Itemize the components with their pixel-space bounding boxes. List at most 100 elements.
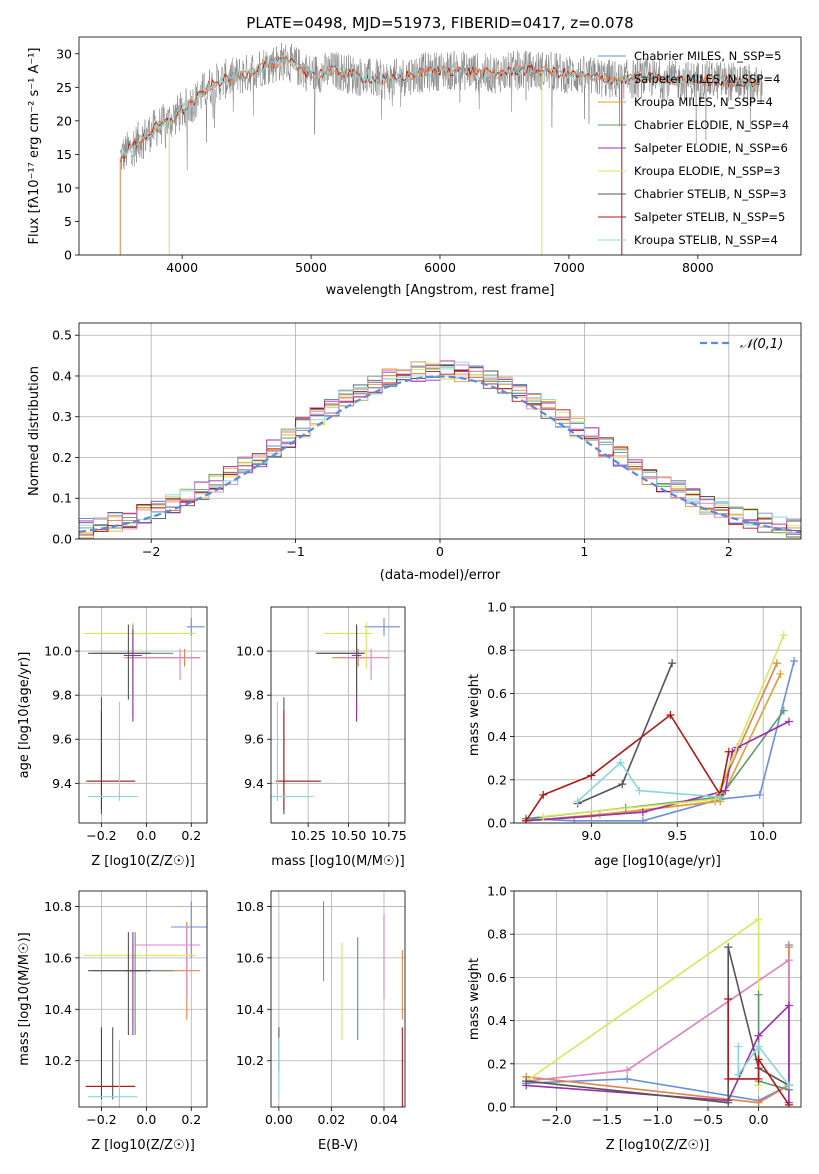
spectrum-legend-label-5: Kroupa ELODIE, N_SSP=3 [634,164,780,178]
residuals-ytick-label-3: 0.3 [52,409,72,424]
weight-vs-age-ytick-label-4: 0.8 [487,643,507,658]
mass-vs-z-frame [78,890,208,1108]
weight-vs-age-marker-8-0 [573,797,582,806]
spectrum-data-line [120,43,763,170]
age-vs-mass-xtick-label-0: 10.25 [290,828,326,843]
age-vs-z-panel: −0.2 0.0 0.2 9.4 9.6 9.8 10.0 Z [log10(Z/Z☉)] ag… [17,606,208,869]
age-vs-mass-marks [271,618,401,815]
weight-vs-age-marker-8-2 [635,786,644,795]
age-vs-z-ytick-label-3: 10.0 [44,644,72,659]
spectrum-traces [119,43,763,255]
weight-vs-z-ytick-label-5: 1.0 [487,884,507,899]
mass-vs-ebv-ytick-label-3: 10.8 [236,899,264,914]
mass-vs-z-ytick-label-1: 10.4 [44,1002,72,1017]
residuals-ytick-label-4: 0.4 [52,368,72,383]
residuals-ytick-label-5: 0.5 [52,328,72,343]
weight-vs-z-marker-7-1 [724,1074,733,1083]
mass-vs-ebv-panel: 0.00 0.02 0.04 10.2 10.4 10.6 10.8 E(B-V) [236,890,406,1153]
residuals-xtick-label-0: −2 [142,544,160,559]
weight-vs-age-panel: 9.0 9.5 10.0 0.0 0.2 0.4 0.6 0.8 1.0 age [log10(a… [467,600,802,869]
weight-vs-age-marker-2-1 [595,810,604,819]
weight-vs-z-marker-3-1 [754,915,763,924]
mass-vs-ebv-xtick-label-0: 0.00 [265,1112,293,1127]
weight-vs-age-marker-7-3 [666,711,675,719]
weight-vs-z-marker-2-2 [784,956,793,965]
spectrum-ytick-label-3: 15 [56,147,72,162]
mass-vs-ebv-frame [270,890,406,1108]
weight-vs-age-ytick-label-3: 0.6 [487,686,507,701]
spectrum-frame [78,36,802,256]
weight-vs-age-marker-2-3 [776,669,785,678]
weight-vs-age-series-7 [525,713,730,822]
weight-vs-z-ytick-label-0: 0.0 [487,1100,507,1115]
weight-vs-age-ytick-label-1: 0.2 [487,772,507,787]
weight-vs-z-xtick-label-0: −2.0 [541,1112,571,1127]
residuals-xtick-label-2: 0 [436,544,444,559]
residuals-xtick-label-3: 1 [580,544,588,559]
weight-vs-z-marker-0-1 [623,1074,632,1083]
weight-vs-age-marker-8-3 [716,793,725,802]
weight-vs-z-marker-7-0 [724,995,733,1003]
age-vs-z-frame [78,606,208,824]
mass-vs-z-ylabel: mass [log10(M/M☉)] [17,932,32,1065]
weight-vs-z-marker-7-3 [754,1055,763,1064]
weight-vs-age-marker-0-2 [638,816,647,823]
weight-vs-age-marks [522,631,799,823]
weight-vs-age-series-2 [525,673,782,822]
age-vs-z-ytick-label-2: 9.8 [52,688,72,703]
weight-vs-age-marker-0-5 [790,657,799,665]
weight-vs-z-marker-5-3 [784,1001,793,1010]
weight-vs-z-panel: −2.0 −1.5 −1.0 −0.5 0.0 0.0 0.2 0.4 0.6 0.8 1.0 Z [… [467,884,802,1153]
weight-vs-age-marker-4-5 [784,717,793,726]
age-vs-mass-ytick-label-2: 9.8 [244,688,264,703]
mass-vs-z-panel: −0.2 0.0 0.2 10.2 10.4 10.6 10.8 Z [log10(Z/Z☉)… [17,890,208,1153]
weight-vs-age-marker-4-2 [721,786,730,795]
weight-vs-age-series-4 [525,720,790,822]
weight-vs-z-marker-5-2 [754,1031,763,1040]
weight-vs-age-ylabel: mass weight [467,674,482,756]
age-vs-mass-xtick-label-2: 10.75 [371,828,407,843]
age-vs-mass-xlabel: mass [log10(M/M☉)] [271,854,404,869]
age-vs-z-ytick-label-0: 9.4 [52,776,72,791]
spectrum-legend-label-1: Salpeter MILES, N_SSP=4 [634,72,780,86]
weight-vs-age-marker-7-1 [539,790,548,799]
weight-vs-z-marker-6-1 [724,1098,733,1107]
spectrum-xtick-label-3: 7000 [553,260,585,275]
spectrum-ylabel: Flux [fλ10⁻¹⁷ erg cm⁻² s⁻¹ A⁻¹] [27,48,42,245]
weight-vs-age-marker-3-3 [779,706,788,715]
weight-vs-age-marker-7-2 [587,771,596,780]
weight-vs-z-marker-6-0 [522,1077,531,1086]
weight-vs-z-marker-7-2 [754,1074,763,1083]
mass-vs-ebv-ytick-label-2: 10.6 [236,950,264,965]
weight-vs-age-series-8 [577,761,721,802]
weight-vs-z-xtick-label-4: 0.0 [749,1112,769,1127]
residuals-hist-chabrier_stelib-6 [79,365,801,533]
residuals-xtick-label-1: −1 [286,544,304,559]
weight-vs-age-marker-1-3 [772,659,781,668]
spectrum-ytick-label-1: 5 [64,214,72,229]
mass-vs-z-ytick-label-2: 10.6 [44,950,72,965]
weight-vs-age-marker-7-5 [724,747,733,756]
weight-vs-z-marks [522,915,793,1107]
residuals-hist-pink-9 [79,360,801,530]
weight-vs-z-marker-8-0 [734,1042,743,1051]
weight-vs-age-marker-6-2 [668,659,677,668]
spectrum-ytick-label-2: 10 [56,180,72,195]
residuals-traces [79,360,801,539]
mass-vs-z-xtick-label-2: 0.2 [181,1112,201,1127]
weight-vs-z-marker-8-1 [734,1070,743,1079]
weight-vs-z-series-8 [737,1045,790,1086]
residuals-xlabel: (data-model)/error [380,568,501,583]
spectrum-title: PLATE=0498, MJD=51973, FIBERID=0417, z=0… [246,14,633,32]
weight-vs-z-marker-1-3 [784,943,793,952]
weight-vs-z-marker-7-4 [784,1100,793,1107]
weight-vs-z-ytick-label-4: 0.8 [487,927,507,942]
residuals-normal-curve [79,375,801,533]
mass-vs-z-marks [83,901,207,1107]
age-vs-mass-ytick-label-3: 10.0 [236,644,264,659]
residuals-xtick-label-4: 2 [725,544,733,559]
weight-vs-z-marker-6-2 [724,943,733,952]
age-vs-z-xlabel: Z [log10(Z/Z☉)] [91,854,195,869]
weight-vs-z-frame [513,890,802,1108]
weight-vs-z-marker-2-1 [623,1066,632,1075]
